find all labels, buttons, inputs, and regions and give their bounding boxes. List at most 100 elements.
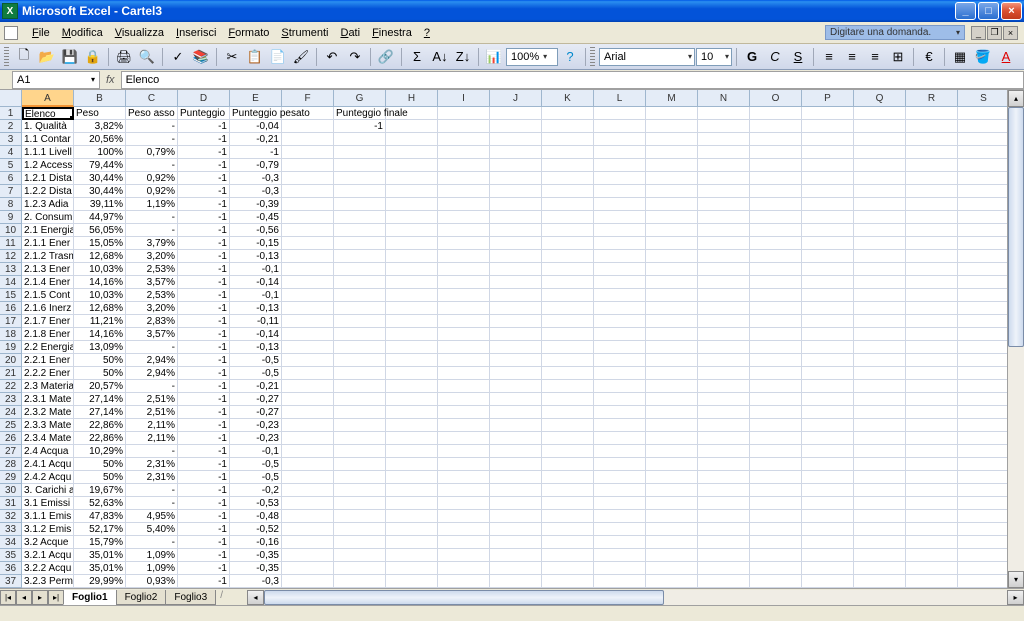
cell[interactable]: [646, 432, 698, 445]
row-header[interactable]: 16: [0, 302, 22, 315]
cell[interactable]: 2.1 Energia: [22, 224, 74, 237]
cell[interactable]: [386, 471, 438, 484]
cell[interactable]: -1: [178, 146, 230, 159]
cell[interactable]: [386, 159, 438, 172]
cell[interactable]: [542, 276, 594, 289]
column-header[interactable]: N: [698, 90, 750, 107]
formula-input[interactable]: Elenco: [121, 71, 1024, 89]
cell[interactable]: 2.1.4 Ener: [22, 276, 74, 289]
row-header[interactable]: 3: [0, 133, 22, 146]
cell[interactable]: [334, 185, 386, 198]
cell[interactable]: [698, 536, 750, 549]
cell[interactable]: [958, 471, 1007, 484]
cell[interactable]: [802, 445, 854, 458]
cell[interactable]: 5,40%: [126, 523, 178, 536]
cell[interactable]: [594, 484, 646, 497]
align-left-button[interactable]: ≡: [818, 46, 840, 68]
cell[interactable]: [594, 367, 646, 380]
cell[interactable]: [646, 484, 698, 497]
cell[interactable]: [958, 549, 1007, 562]
cell[interactable]: 2.2 Energia: [22, 341, 74, 354]
cell[interactable]: [594, 523, 646, 536]
cell[interactable]: [698, 328, 750, 341]
align-right-button[interactable]: ≡: [864, 46, 886, 68]
cell[interactable]: [542, 536, 594, 549]
cell[interactable]: [334, 445, 386, 458]
cell[interactable]: [646, 445, 698, 458]
cell[interactable]: -: [126, 497, 178, 510]
cell[interactable]: -0,13: [230, 250, 282, 263]
cell[interactable]: [802, 393, 854, 406]
cell[interactable]: [490, 367, 542, 380]
cell[interactable]: [750, 419, 802, 432]
cell[interactable]: [698, 354, 750, 367]
cell[interactable]: 2.3.2 Mate: [22, 406, 74, 419]
cell[interactable]: [698, 185, 750, 198]
hyperlink-button[interactable]: 🔗: [375, 46, 397, 68]
cell[interactable]: [542, 341, 594, 354]
cell[interactable]: [906, 198, 958, 211]
cell[interactable]: [282, 250, 334, 263]
cell[interactable]: [802, 536, 854, 549]
menu-formato[interactable]: Formato: [222, 25, 275, 41]
cell[interactable]: [750, 471, 802, 484]
cell[interactable]: [958, 354, 1007, 367]
row-header[interactable]: 34: [0, 536, 22, 549]
cell[interactable]: [438, 263, 490, 276]
cell[interactable]: -1: [178, 497, 230, 510]
cell[interactable]: 2,11%: [126, 432, 178, 445]
cell[interactable]: [698, 172, 750, 185]
cell[interactable]: [386, 341, 438, 354]
cell[interactable]: [906, 549, 958, 562]
cell[interactable]: [334, 575, 386, 588]
cell[interactable]: [750, 289, 802, 302]
cell[interactable]: [906, 172, 958, 185]
sort-asc-button[interactable]: A↓: [429, 46, 451, 68]
cell[interactable]: [490, 289, 542, 302]
cell[interactable]: 2.4.2 Acqu: [22, 471, 74, 484]
cell[interactable]: 2.1.7 Ener: [22, 315, 74, 328]
cell[interactable]: -1: [178, 367, 230, 380]
cell[interactable]: -1: [178, 562, 230, 575]
cell[interactable]: [698, 146, 750, 159]
cell[interactable]: [906, 406, 958, 419]
cell[interactable]: 2,51%: [126, 406, 178, 419]
select-all-corner[interactable]: [0, 90, 22, 107]
row-header[interactable]: 5: [0, 159, 22, 172]
cell[interactable]: 0,92%: [126, 172, 178, 185]
cell[interactable]: [542, 471, 594, 484]
cell[interactable]: -0,27: [230, 393, 282, 406]
cell[interactable]: [438, 575, 490, 588]
cell[interactable]: [334, 315, 386, 328]
cell[interactable]: [282, 575, 334, 588]
cell[interactable]: -0,79: [230, 159, 282, 172]
cell[interactable]: [854, 198, 906, 211]
cell[interactable]: [646, 393, 698, 406]
copy-button[interactable]: 📋: [244, 46, 266, 68]
row-header[interactable]: 13: [0, 263, 22, 276]
cell[interactable]: 4,95%: [126, 510, 178, 523]
cell[interactable]: [698, 198, 750, 211]
cell[interactable]: -0,1: [230, 263, 282, 276]
cell[interactable]: [854, 380, 906, 393]
cell[interactable]: [958, 211, 1007, 224]
cell[interactable]: [854, 341, 906, 354]
cell[interactable]: -1: [178, 549, 230, 562]
currency-button[interactable]: €: [918, 46, 940, 68]
cell[interactable]: [802, 250, 854, 263]
cell[interactable]: [542, 458, 594, 471]
cell[interactable]: [698, 341, 750, 354]
cell[interactable]: [594, 471, 646, 484]
cell[interactable]: [958, 367, 1007, 380]
cell[interactable]: -0,48: [230, 510, 282, 523]
cell[interactable]: -1: [178, 380, 230, 393]
cell[interactable]: [802, 510, 854, 523]
cell[interactable]: [438, 471, 490, 484]
cell[interactable]: [958, 406, 1007, 419]
cell[interactable]: [542, 393, 594, 406]
cell[interactable]: -0,3: [230, 185, 282, 198]
cell[interactable]: 52,17%: [74, 523, 126, 536]
cell[interactable]: [750, 354, 802, 367]
vertical-scrollbar[interactable]: ▴ ▾: [1007, 90, 1024, 588]
cell[interactable]: [334, 172, 386, 185]
